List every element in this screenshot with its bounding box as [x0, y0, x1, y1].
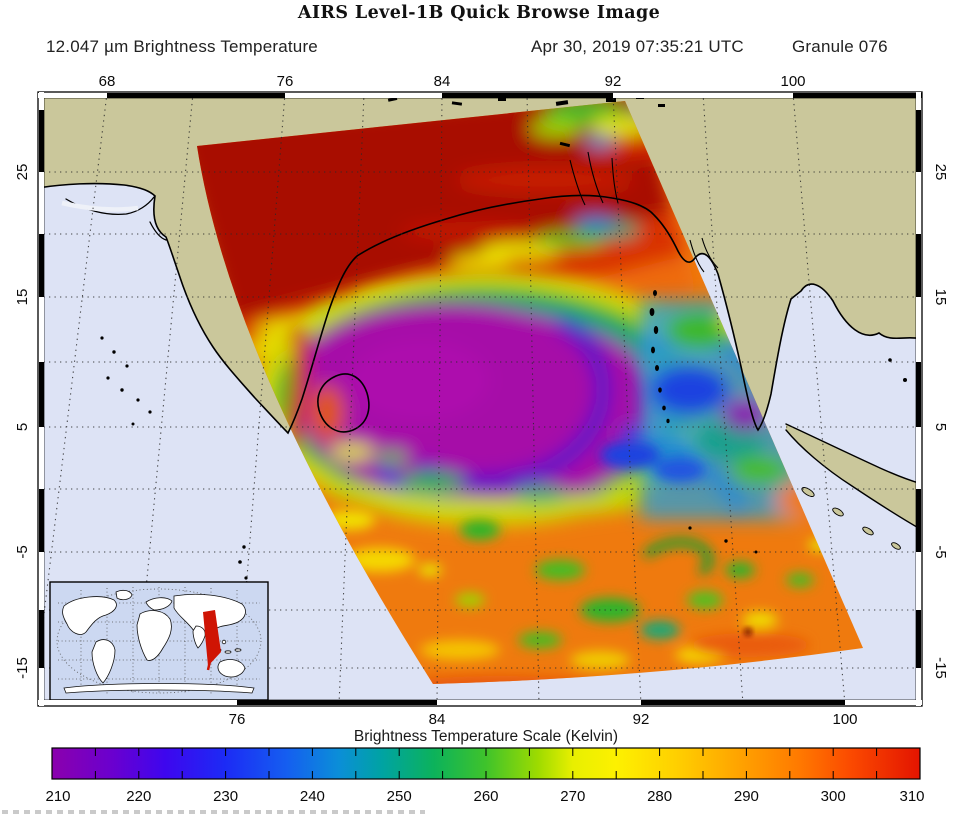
lat-tick-label: -15 — [14, 657, 31, 679]
colorbar-tick-labels: 210 220 230 240 250 260 270 280 290 300 … — [45, 788, 924, 805]
lon-tick-label: 100 — [780, 73, 805, 90]
latitude-axis-left: 25 15 5 -5 -15 — [14, 164, 31, 679]
lat-tick-label: 25 — [14, 164, 31, 181]
main-map — [39, 93, 921, 705]
lon-tick-label: 100 — [832, 711, 857, 728]
lon-tick-label: 76 — [229, 711, 246, 728]
lon-tick-label: 68 — [99, 73, 116, 90]
strait-islets — [688, 358, 907, 554]
kelvin-tick: 260 — [473, 788, 498, 805]
lat-tick-label: -5 — [14, 545, 31, 558]
coastlines — [39, 182, 921, 531]
kelvin-tick: 210 — [45, 788, 70, 805]
lat-tick-label: 5 — [14, 423, 31, 431]
kelvin-tick: 290 — [734, 788, 759, 805]
subtitle-granule: Granule 076 — [792, 37, 888, 56]
lat-tick-label: -5 — [932, 545, 949, 558]
subtitle-datetime: Apr 30, 2019 07:35:21 UTC — [531, 37, 744, 56]
inset-swath-marker — [203, 610, 221, 671]
kelvin-tick: 230 — [213, 788, 238, 805]
river-marks — [569, 151, 719, 273]
subtitle-channel: 12.047 µm Brightness Temperature — [46, 37, 318, 56]
rann-of-kutch-inlet — [61, 200, 139, 212]
map-frame — [37, 91, 923, 707]
latitude-axis-right: 25 15 5 -5 -15 — [932, 164, 949, 679]
kelvin-tick: 250 — [387, 788, 412, 805]
lat-tick-label: -15 — [932, 657, 949, 679]
longitude-axis-top: 68 76 84 92 100 — [99, 73, 806, 90]
longitude-axis-bottom: 76 84 92 100 — [229, 711, 858, 728]
lon-tick-label: 76 — [277, 73, 294, 90]
page-title: AIRS Level-1B Quick Browse Image — [297, 3, 660, 23]
kelvin-tick: 310 — [899, 788, 924, 805]
kelvin-tick: 280 — [647, 788, 672, 805]
lon-tick-label: 92 — [633, 711, 650, 728]
kelvin-tick: 220 — [126, 788, 151, 805]
lakshadweep-islands — [100, 336, 152, 426]
cyclone-fani-cloud-shield — [253, 270, 772, 526]
sumatra-offshore-islands — [801, 487, 901, 550]
inset-world-map — [49, 581, 269, 701]
kelvin-tick: 270 — [560, 788, 585, 805]
lon-tick-label: 92 — [605, 73, 622, 90]
colorbar: Brightness Temperature Scale (Kelvin) 21… — [45, 728, 924, 805]
lat-tick-label: 5 — [932, 423, 949, 431]
lat-tick-label: 15 — [14, 289, 31, 306]
lat-tick-label: 25 — [932, 164, 949, 181]
lat-tick-label: 15 — [932, 289, 949, 306]
colorbar-title: Brightness Temperature Scale (Kelvin) — [354, 728, 618, 745]
lon-tick-label: 84 — [434, 73, 451, 90]
andaman-nicobar-islands — [649, 290, 670, 424]
lon-tick-label: 84 — [429, 711, 446, 728]
colorbar-tick-marks — [94, 748, 878, 779]
kelvin-tick: 240 — [300, 788, 325, 805]
sumatra-land — [786, 424, 921, 530]
kelvin-tick: 300 — [821, 788, 846, 805]
